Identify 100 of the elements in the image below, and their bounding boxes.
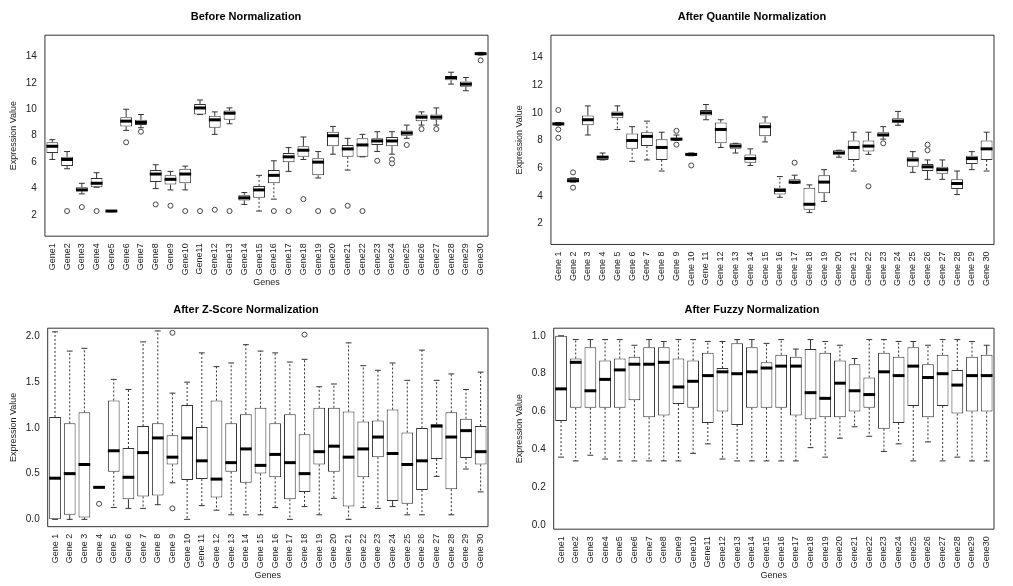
y-tick-label: 12 (531, 78, 544, 90)
x-tick-label: Gene1 (46, 243, 57, 271)
x-tick-label: Gene 24 (892, 251, 903, 286)
y-tick-label: 14 (25, 50, 38, 62)
x-tick-label: Gene 22 (862, 251, 873, 286)
x-tick-label: Gene22 (863, 536, 874, 569)
y-tick-label: 0.0 (25, 513, 41, 525)
y-tick-label: 0.2 (531, 481, 547, 493)
x-tick-label: Gene 25 (401, 533, 412, 569)
x-tick-label: Gene 26 (922, 251, 933, 286)
x-tick-label: Gene29 (460, 243, 471, 276)
x-tick-label: Gene2 (61, 243, 72, 271)
x-tick-label: Gene27 (430, 243, 441, 276)
x-tick-label: Gene13 (224, 243, 235, 276)
x-tick-label: Gene14 (238, 243, 249, 276)
y-tick-label: 1.5 (25, 375, 41, 387)
y-tick-label: 0.0 (531, 519, 547, 531)
x-tick-label: Gene 3 (78, 533, 89, 564)
x-tick-label: Gene23 (878, 536, 889, 569)
x-tick-label: Gene 27 (431, 533, 442, 569)
x-tick-label: Gene 29 (966, 251, 977, 286)
y-tick-label: 1.0 (25, 421, 41, 433)
x-tick-label: Gene 18 (299, 533, 310, 569)
x-tick-label: Gene30 (475, 243, 486, 276)
y-tick-label: 10 (25, 102, 38, 114)
x-tick-label: Gene29 (966, 536, 977, 569)
x-tick-label: Gene19 (312, 243, 323, 276)
x-tick-label: Gene8 (150, 243, 161, 271)
y-tick-label: 10 (531, 106, 544, 118)
x-tick-label: Gene24 (893, 536, 904, 569)
y-axis-title: Expression Value (513, 394, 524, 464)
x-tick-label: Gene27 (937, 536, 948, 569)
y-axis-title: Expression Value (513, 105, 524, 175)
x-tick-label: Gene17 (283, 243, 294, 276)
y-tick-label: 0.6 (531, 405, 547, 417)
x-tick-label: Gene 19 (313, 533, 324, 569)
x-tick-label: Gene 2 (567, 251, 578, 281)
x-tick-label: Gene14 (746, 536, 757, 569)
x-tick-label: Gene 13 (730, 251, 741, 286)
x-tick-label: Gene4 (599, 536, 610, 564)
x-tick-label: Gene26 (416, 243, 427, 276)
x-tick-label: Gene 13 (225, 533, 236, 569)
y-tick-label: 12 (25, 76, 38, 88)
x-tick-label: Gene 7 (137, 533, 148, 564)
x-tick-label: Gene 6 (626, 251, 637, 281)
y-axis-title: Expression Value (7, 392, 18, 463)
y-tick-label: 4 (31, 182, 38, 194)
x-tick-label: Gene19 (819, 536, 830, 569)
chart-title: After Fuzzy Normalization (684, 302, 820, 315)
x-tick-label: Gene 28 (445, 533, 456, 569)
x-tick-label: Gene10 (179, 243, 190, 276)
x-axis-title: Genes (253, 277, 281, 288)
x-tick-label: Gene22 (356, 243, 367, 276)
x-tick-label: Gene16 (268, 243, 279, 276)
x-tick-label: Gene1 (555, 536, 566, 564)
x-tick-label: Gene20 (834, 536, 845, 569)
y-tick-label: 6 (31, 155, 38, 167)
x-tick-label: Gene8 (658, 536, 669, 564)
x-tick-label: Gene 4 (93, 533, 104, 564)
x-tick-label: Gene7 (135, 243, 146, 271)
x-tick-label: Gene11 (702, 536, 713, 568)
x-tick-label: Gene 10 (685, 251, 696, 286)
chart-title: After Z-Score Normalization (173, 302, 320, 315)
x-tick-label: Gene4 (91, 243, 102, 271)
x-tick-label: Gene6 (120, 243, 131, 271)
x-tick-label: Gene12 (716, 536, 727, 569)
x-tick-label: Gene 29 (460, 533, 471, 569)
x-tick-label: Gene28 (951, 536, 962, 569)
y-tick-label: 8 (31, 129, 38, 141)
x-tick-label: Gene 20 (833, 251, 844, 286)
y-tick-label: 0.4 (531, 443, 547, 455)
x-tick-label: Gene 3 (582, 251, 593, 281)
x-tick-label: Gene 18 (803, 251, 814, 286)
x-tick-label: Gene 23 (372, 533, 383, 569)
x-tick-label: Gene 11 (196, 533, 207, 568)
x-tick-label: Gene 9 (166, 533, 177, 564)
x-tick-label: Gene10 (687, 536, 698, 569)
x-tick-label: Gene 12 (210, 533, 221, 569)
x-tick-label: Gene9 (164, 243, 175, 271)
x-tick-label: Gene 7 (641, 251, 652, 281)
x-tick-label: Gene 15 (255, 533, 265, 569)
x-tick-label: Gene 8 (656, 251, 667, 281)
x-tick-label: Gene15 (253, 243, 264, 276)
x-tick-label: Gene 4 (597, 251, 608, 281)
x-tick-label: Gene7 (643, 536, 654, 564)
x-tick-label: Gene9 (672, 536, 683, 564)
x-axis-title: Genes (254, 570, 282, 581)
x-tick-label: Gene 17 (789, 251, 800, 286)
y-tick-label: 14 (531, 51, 544, 63)
x-tick-label: Gene12 (209, 243, 220, 276)
x-tick-label: Gene20 (327, 243, 338, 276)
x-tick-label: Gene 24 (387, 533, 398, 569)
x-tick-label: Gene 2 (64, 533, 75, 564)
x-tick-label: Gene 21 (343, 533, 354, 569)
x-tick-label: Gene 5 (108, 533, 119, 564)
x-tick-label: Gene 23 (877, 251, 888, 286)
x-tick-label: Gene18 (805, 536, 816, 569)
x-tick-label: Gene30 (981, 536, 992, 569)
x-tick-label: Gene 11 (700, 251, 711, 286)
x-axis-title: Genes (760, 570, 788, 581)
